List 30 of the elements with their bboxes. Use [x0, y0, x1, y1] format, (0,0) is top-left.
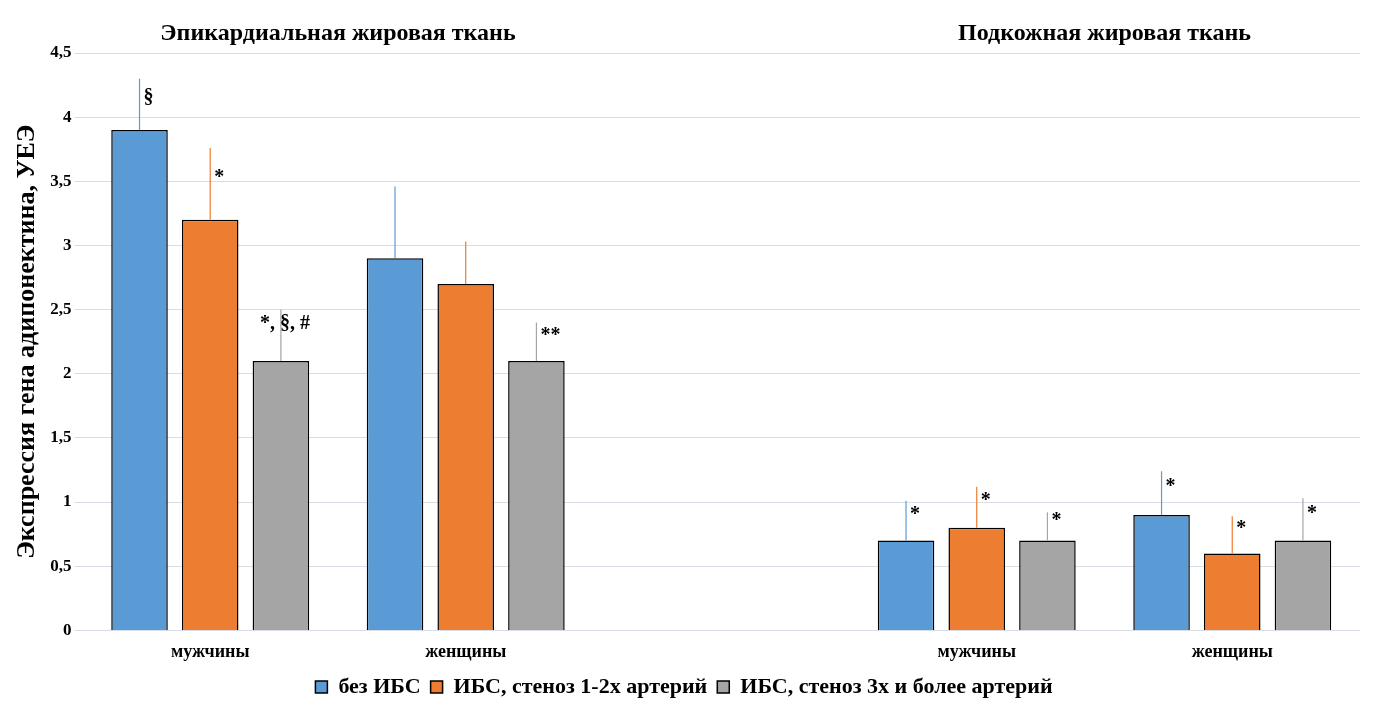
- y-tick-label: 0: [62, 619, 72, 639]
- text: Эпикардиальная жировая ткань: [160, 19, 516, 46]
- data-label: *: [1165, 474, 1176, 497]
- data-label: *, §, #: [259, 310, 310, 333]
- y-tick-label: 3: [62, 234, 72, 254]
- y-tick-label: 0,5: [50, 555, 72, 575]
- y-tick-label: 1: [62, 491, 72, 511]
- y-tick-label: 4: [62, 106, 72, 126]
- legend-label: ИБС, стеноз 1-2х артерий: [453, 672, 708, 698]
- data-label: *: [910, 501, 921, 524]
- y-tick-label: 2: [62, 363, 72, 383]
- data-label: *: [1051, 507, 1062, 530]
- data-label: §: [143, 85, 154, 108]
- y-axis-title: Экспрессия гена адипонектина, УЕЭ: [11, 124, 41, 559]
- data-label: *: [214, 165, 225, 188]
- data-label: *: [1236, 515, 1247, 538]
- x-tick-label: женщины: [1191, 640, 1273, 661]
- y-tick-label: 1,5: [50, 427, 72, 447]
- y-tick-label: 3,5: [50, 170, 72, 190]
- y-tick-label: 2,5: [50, 299, 72, 319]
- x-tick-label: мужчины: [937, 640, 1017, 661]
- legend-label: ИБС, стеноз 3х и более артерий: [740, 672, 1053, 698]
- data-label: *: [980, 488, 991, 511]
- legend-label: без ИБС: [338, 672, 421, 698]
- x-tick-label: мужчины: [170, 640, 250, 661]
- x-tick-label: женщины: [425, 640, 507, 661]
- text: Подкожная жировая ткань: [958, 19, 1252, 46]
- data-label: *: [1306, 500, 1317, 523]
- data-label: **: [540, 322, 561, 345]
- y-tick-label: 4,5: [50, 42, 72, 62]
